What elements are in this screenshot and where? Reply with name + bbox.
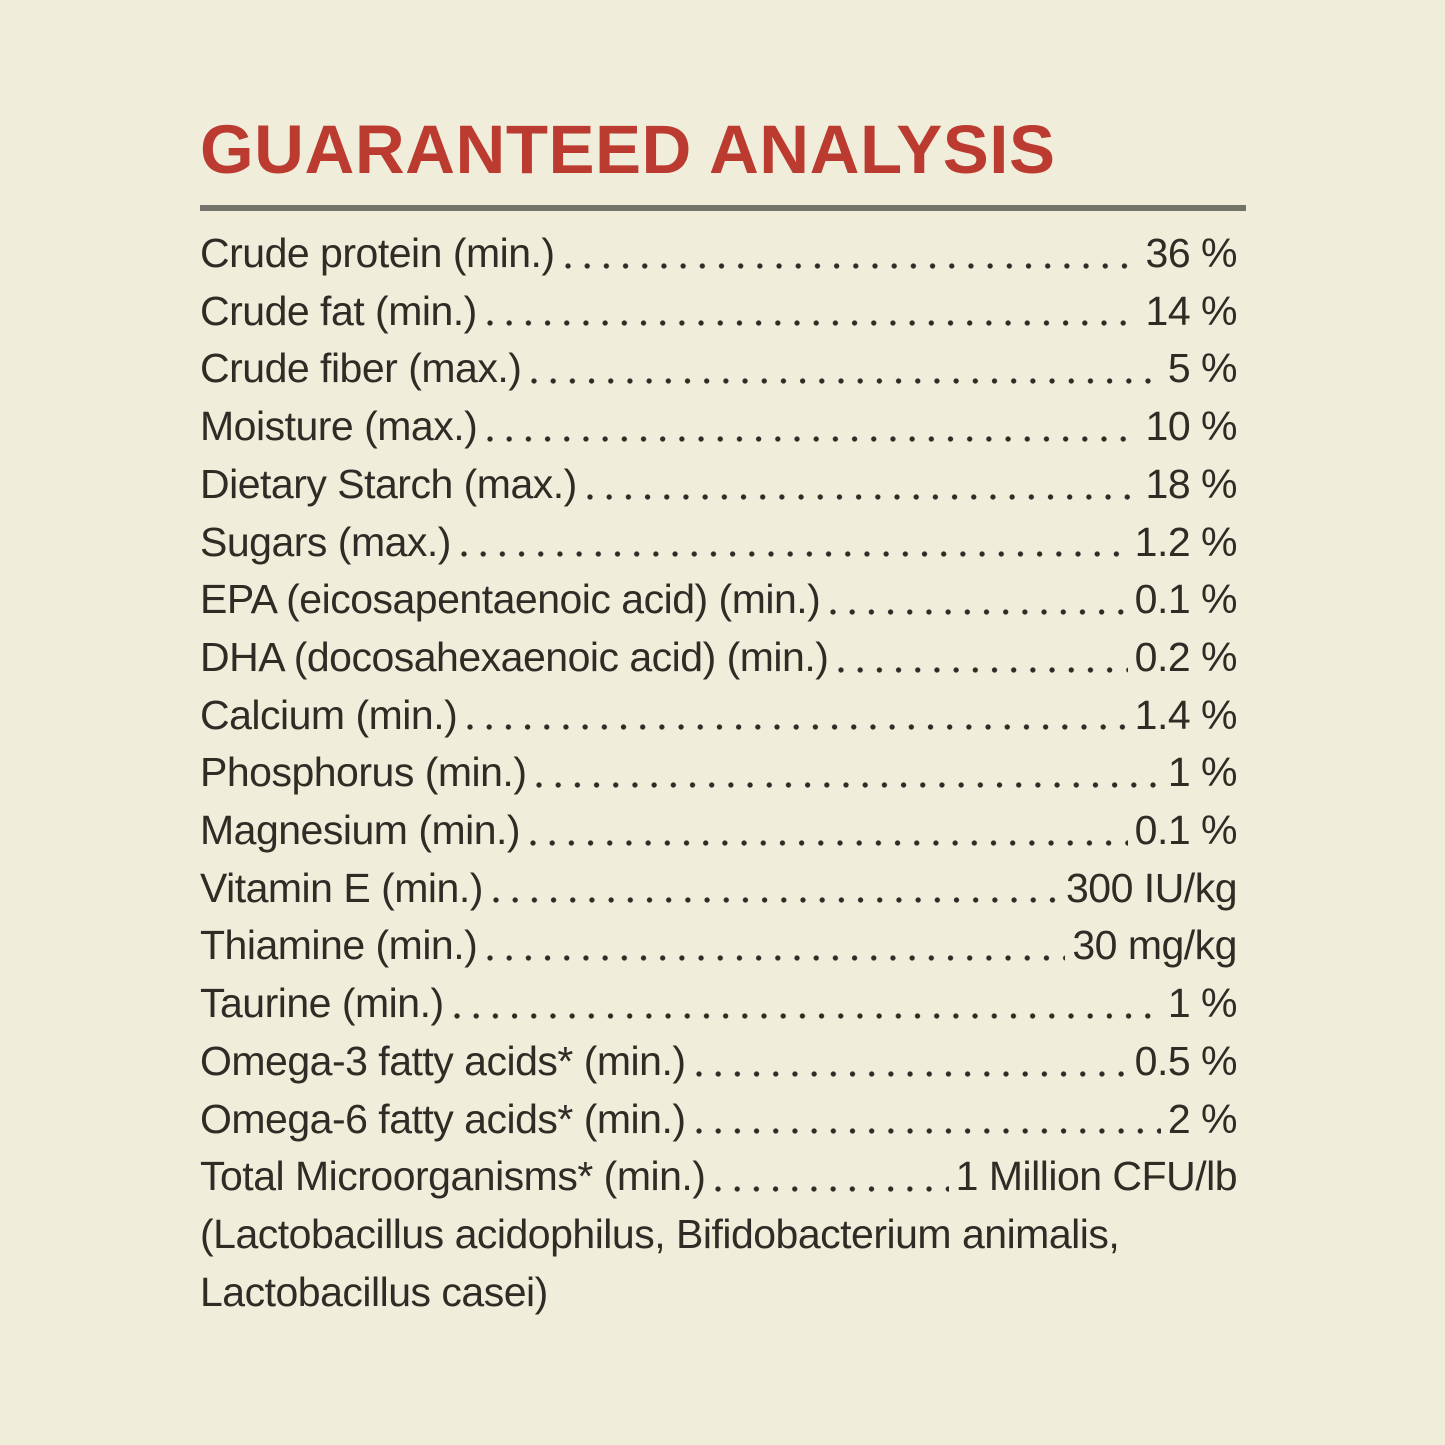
nutrient-label: EPA (eicosapentaenoic acid) (min.) [200,576,821,623]
analysis-row: Total Microorganisms* (min.) 1 Million C… [200,1148,1238,1206]
nutrient-value: 18 % [1145,460,1238,507]
nutrient-value: 1 % [1167,749,1238,796]
analysis-row: Magnesium (min.) 0.1 % [200,802,1238,860]
dot-leader [486,431,1139,446]
page-title: GUARANTEED ANALYSIS [200,111,1056,188]
analysis-row: Crude fiber (max.) 5 % [200,340,1238,398]
analysis-row: Phosphorus (min.) 1 % [200,744,1238,802]
dot-leader [829,604,1128,619]
nutrient-value: 0.5 % [1134,1037,1238,1084]
nutrient-value: 0.2 % [1134,633,1238,680]
analysis-row: Taurine (min.) 1 % [200,975,1238,1033]
nutrient-label: Dietary Starch (max.) [200,460,577,507]
nutrient-label: Crude fiber (max.) [200,345,522,392]
dot-leader [466,720,1128,735]
nutrient-value: 1.4 % [1134,691,1238,738]
nutrient-value: 5 % [1167,345,1238,392]
nutrient-label: Thiamine (min.) [200,922,478,969]
analysis-row: Crude fat (min.) 14 % [200,283,1238,341]
microorganisms-footnote: (Lactobacillus acidophilus, Bifidobacter… [200,1206,1300,1321]
dot-leader [530,374,1161,389]
nutrient-label: Calcium (min.) [200,691,458,738]
nutrient-label: Omega-6 fatty acids* (min.) [200,1095,686,1142]
nutrient-value: 1 Million CFU/lb [955,1153,1238,1200]
nutrient-value: 30 mg/kg [1072,922,1237,969]
analysis-row: Omega-3 fatty acids* (min.) 0.5 % [200,1033,1238,1091]
dot-leader [485,316,1139,331]
dot-leader [535,778,1161,793]
nutrient-label: DHA (docosahexaenoic acid) (min.) [200,633,829,680]
nutrient-value: 1 % [1167,980,1238,1027]
dot-leader [694,1124,1161,1139]
dot-leader [452,1008,1161,1023]
dot-leader [563,258,1139,273]
dot-leader [585,489,1139,504]
nutrient-label: Magnesium (min.) [200,807,521,854]
nutrient-label: Taurine (min.) [200,980,444,1027]
nutrient-value: 10 % [1145,403,1238,450]
analysis-row: Crude protein (min.) 36 % [200,225,1238,283]
nutrient-label: Phosphorus (min.) [200,749,527,796]
nutrient-value: 1.2 % [1134,518,1238,565]
analysis-row: Sugars (max.) 1.2 % [200,514,1238,572]
dot-leader [694,1066,1128,1081]
nutrient-value: 0.1 % [1134,576,1238,623]
dot-leader [486,951,1066,966]
nutrient-label: Omega-3 fatty acids* (min.) [200,1037,686,1084]
nutrient-label: Vitamin E (min.) [200,864,483,911]
analysis-row: Calcium (min.) 1.4 % [200,687,1238,745]
analysis-row: Moisture (max.) 10 % [200,398,1238,456]
nutrient-label: Moisture (max.) [200,403,478,450]
analysis-table: Crude protein (min.) 36 % Crude fat (min… [200,225,1238,1206]
analysis-row: Omega-6 fatty acids* (min.) 2 % [200,1091,1238,1149]
dot-leader [714,1181,949,1196]
nutrient-value: 0.1 % [1134,807,1238,854]
analysis-row: EPA (eicosapentaenoic acid) (min.) 0.1 % [200,571,1238,629]
analysis-row: DHA (docosahexaenoic acid) (min.) 0.2 % [200,629,1238,687]
nutrient-value: 14 % [1145,287,1238,334]
nutrient-label: Total Microorganisms* (min.) [200,1153,706,1200]
dot-leader [459,547,1128,562]
footnote-line: (Lactobacillus acidophilus, Bifidobacter… [200,1210,1120,1257]
dot-leader [529,835,1128,850]
nutrient-label: Crude fat (min.) [200,287,477,334]
analysis-row: Vitamin E (min.) 300 IU/kg [200,860,1238,918]
analysis-row: Thiamine (min.) 30 mg/kg [200,917,1237,975]
nutrient-label: Sugars (max.) [200,518,451,565]
nutrient-value: 2 % [1167,1095,1238,1142]
analysis-row: Dietary Starch (max.) 18 % [200,456,1238,514]
nutrient-value: 36 % [1145,230,1238,276]
nutrient-value: 300 IU/kg [1066,864,1238,911]
title-divider [200,205,1246,211]
footnote-line: Lactobacillus casei) [200,1268,548,1315]
dot-leader [491,893,1059,908]
nutrient-label: Crude protein (min.) [200,230,555,276]
dot-leader [837,662,1128,677]
